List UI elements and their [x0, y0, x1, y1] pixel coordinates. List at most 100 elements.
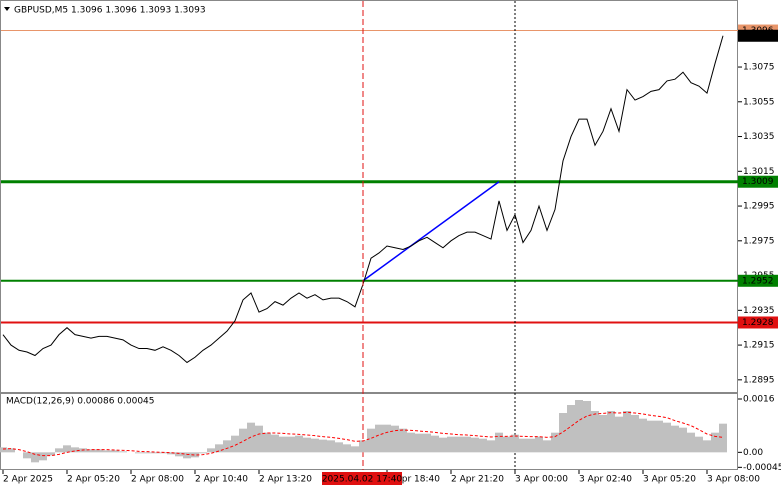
- x-tick-label: 3 Apr 08:00: [707, 475, 760, 485]
- macd-bar: [207, 448, 215, 453]
- macd-bar: [215, 444, 223, 453]
- macd-bar: [167, 452, 175, 455]
- macd-bar: [151, 452, 159, 454]
- macd-bar: [343, 444, 351, 453]
- macd-bar: [519, 438, 527, 453]
- macd-bar: [495, 432, 503, 453]
- macd-bar: [183, 452, 191, 459]
- macd-bar: [55, 448, 63, 453]
- macd-bar: [39, 452, 47, 461]
- macd-bar: [295, 435, 303, 453]
- y-tick-label: -0.00045: [743, 463, 781, 473]
- macd-bar: [191, 452, 199, 458]
- menu-arrow: [4, 7, 10, 11]
- macd-bar: [623, 411, 631, 453]
- macd-bar: [535, 436, 543, 453]
- chart-title: GBPUSD,M5 1.3096 1.3096 1.3093 1.3093: [14, 6, 206, 16]
- y-tick-label: 1.3015: [743, 167, 775, 177]
- macd-bar: [63, 445, 71, 453]
- trend-line: [362, 181, 500, 282]
- x-tick-label: 2 Apr 05:20: [67, 475, 120, 485]
- price-panel: [0, 0, 738, 393]
- macd-bar: [87, 449, 95, 453]
- macd-bar: [263, 432, 271, 453]
- macd-bar: [591, 411, 599, 453]
- macd-bar: [487, 440, 495, 453]
- y-tick-label: 0.0016: [743, 395, 775, 405]
- macd-bar: [671, 425, 679, 453]
- macd-bar: [303, 437, 311, 453]
- cursor-label: 2025.04.02 17:40: [322, 475, 403, 485]
- macd-bar: [479, 438, 487, 453]
- macd-bar: [71, 447, 79, 453]
- x-tick-label: 2 Apr 18:40: [387, 475, 440, 485]
- macd-bar: [463, 436, 471, 453]
- level-label: 1.3009: [742, 177, 774, 187]
- macd-bar: [599, 415, 607, 453]
- macd-bar: [703, 440, 711, 453]
- signal-line: [2, 411, 724, 457]
- macd-bar: [383, 424, 391, 453]
- macd-bar: [359, 440, 367, 453]
- x-tick-label: 2 Apr 2025: [3, 475, 53, 485]
- level-label: 1.2928: [742, 318, 774, 328]
- y-tick-label: 1.3055: [743, 97, 775, 107]
- macd-bar: [431, 435, 439, 453]
- macd-bar: [543, 440, 551, 453]
- macd-bar: [223, 440, 231, 453]
- macd-bar: [231, 435, 239, 453]
- macd-bar: [135, 452, 143, 454]
- macd-bar: [615, 416, 623, 453]
- macd-bar: [695, 436, 703, 453]
- macd-bar: [439, 437, 447, 453]
- macd-bar: [327, 440, 335, 453]
- macd-bar: [503, 436, 511, 453]
- macd-bar: [551, 432, 559, 453]
- macd-bar: [335, 442, 343, 453]
- macd-bar: [631, 415, 639, 453]
- macd-title: MACD(12,26,9) 0.00086 0.00045: [6, 397, 155, 407]
- macd-bar: [23, 452, 31, 459]
- macd-bar: [607, 411, 615, 453]
- macd-bar: [679, 427, 687, 453]
- macd-bar: [399, 428, 407, 453]
- macd-bar: [527, 438, 535, 453]
- x-tick-label: 2 Apr 10:40: [195, 475, 248, 485]
- y-tick-label: 1.2895: [743, 375, 775, 385]
- macd-bar: [655, 420, 663, 453]
- y-tick-label: 1.2995: [743, 202, 775, 212]
- x-tick-label: 3 Apr 02:40: [579, 475, 632, 485]
- macd-bar: [711, 432, 719, 453]
- macd-bar: [639, 418, 647, 453]
- macd-bar: [287, 436, 295, 453]
- macd-bar: [407, 432, 415, 453]
- macd-bar: [279, 436, 287, 453]
- macd-bar: [583, 401, 591, 453]
- macd-bar: [647, 420, 655, 453]
- macd-bar: [31, 452, 39, 463]
- macd-bar: [143, 452, 151, 454]
- y-tick-label: 1.2975: [743, 236, 775, 246]
- level-label-box: [738, 175, 778, 188]
- macd-bar: [47, 452, 55, 456]
- x-tick-label: 3 Apr 00:00: [515, 475, 568, 485]
- x-tick-label: 2 Apr 13:20: [259, 475, 312, 485]
- macd-bar: [471, 437, 479, 453]
- y-tick-label: 1.3035: [743, 132, 775, 142]
- macd-bar: [111, 450, 119, 453]
- macd-bar: [455, 436, 463, 453]
- macd-bar: [575, 400, 583, 453]
- macd-bar: [567, 405, 575, 453]
- cursor-label-box: [322, 472, 402, 485]
- level-label-box: [738, 316, 778, 329]
- macd-bar: [447, 436, 455, 453]
- level-label: 1.2952: [742, 276, 774, 286]
- macd-bar: [367, 428, 375, 453]
- macd-bar: [175, 452, 183, 457]
- y-tick-label: 1.2915: [743, 341, 775, 351]
- macd-bar: [0, 447, 7, 453]
- y-tick-label: 1.2935: [743, 306, 775, 316]
- macd-bar: [95, 449, 103, 453]
- macd-bar: [511, 434, 519, 453]
